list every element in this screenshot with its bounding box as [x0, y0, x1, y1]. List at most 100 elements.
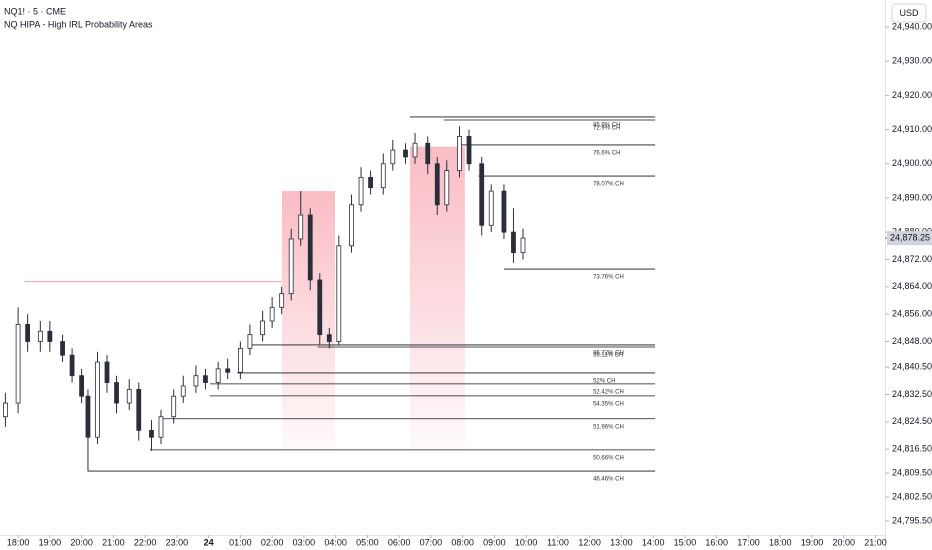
last-price-label: 24,878.25	[890, 232, 930, 242]
y-tick-label: 24,890.00	[892, 192, 932, 202]
level-label: 52% CH	[593, 379, 615, 385]
candle-body	[488, 190, 494, 226]
candle-body	[136, 388, 142, 431]
currency[interactable]: USD	[899, 8, 919, 18]
x-tick-label: 10:00	[515, 537, 538, 547]
y-tick-label: 24,840.50	[892, 362, 932, 372]
y-tick-label: 24,816.50	[892, 444, 932, 454]
candle-body	[326, 334, 332, 342]
level-label: 85.9% CH	[593, 122, 620, 128]
candle-body	[215, 368, 221, 383]
candle-body	[380, 163, 386, 189]
candle-body	[368, 177, 373, 189]
candle-body	[260, 320, 266, 336]
candle-body	[158, 416, 164, 438]
candle-body	[336, 245, 342, 342]
candle-body	[180, 385, 186, 397]
candle-body	[247, 334, 253, 349]
candle-body	[15, 324, 21, 404]
y-tick-label: 24,802.50	[892, 491, 932, 501]
x-tick-label: 01:00	[229, 537, 252, 547]
level-label: 86.72% CH	[593, 351, 624, 357]
candle-body	[307, 214, 313, 281]
x-tick-label: 18:00	[769, 537, 792, 547]
candle-body	[457, 135, 462, 171]
candle-body	[425, 142, 431, 165]
level-label: 73.76% CH	[593, 275, 624, 281]
level-label: 78.07% CH	[593, 182, 624, 188]
candle-body	[279, 293, 285, 308]
candle-body	[237, 347, 243, 373]
y-tick-label: 24,856.00	[892, 309, 932, 319]
candle-body	[511, 231, 516, 254]
currency-button[interactable]	[891, 3, 927, 23]
candle-body	[412, 142, 418, 158]
y-tick-label: 24,864.00	[892, 281, 932, 291]
y-tick-label: 24,809.50	[892, 467, 932, 477]
candle-body	[193, 375, 199, 387]
x-tick-label: 03:00	[293, 537, 316, 547]
x-tick-label: 13:00	[610, 537, 633, 547]
candle-body	[390, 149, 396, 165]
x-tick-label: 19:00	[39, 537, 62, 547]
candle-body	[69, 354, 75, 377]
candle-body	[2, 402, 8, 418]
x-tick-label: 09:00	[483, 537, 506, 547]
x-tick-label: 17:00	[737, 537, 760, 547]
x-tick-label: 21:00	[102, 537, 125, 547]
candle-body	[298, 214, 304, 240]
candle-body	[114, 382, 119, 404]
candle-body	[288, 238, 294, 295]
candle-body	[444, 170, 450, 206]
indicator-title: NQ HIPA - High IRL Probability Areas	[4, 19, 153, 29]
candle-body	[104, 361, 110, 383]
level-label: 72.9% CH	[593, 126, 620, 132]
y-tick-label: 24,940.00	[892, 21, 932, 31]
candle-body	[47, 330, 53, 342]
level-label: 76.6% CH	[593, 151, 620, 157]
y-tick-label: 24,930.00	[892, 56, 932, 66]
candle-body	[434, 163, 440, 206]
x-tick-label: 19:00	[801, 537, 824, 547]
candle-body	[501, 190, 507, 233]
candle-body	[25, 324, 31, 342]
level-label: 46.46% CH	[593, 477, 624, 483]
x-tick-label: 18:00	[7, 537, 30, 547]
symbol-title: NQ1! · 5 · CME	[4, 6, 66, 16]
candle-body	[520, 237, 526, 254]
x-tick-label: 08:00	[451, 537, 474, 547]
y-tick-label: 24,795.50	[892, 515, 932, 525]
candle-body	[466, 135, 472, 165]
candle-body	[269, 306, 275, 322]
x-tick-label: 02:00	[261, 537, 284, 547]
candle-body	[203, 375, 208, 383]
x-tick-label: 23:00	[166, 537, 189, 547]
x-tick-label: 06:00	[388, 537, 411, 547]
y-tick-label: 24,900.00	[892, 158, 932, 168]
level-label: 55.11% CH	[593, 353, 623, 359]
candle-body	[349, 204, 354, 247]
x-tick-label: 04:00	[324, 537, 347, 547]
candle-body	[37, 330, 43, 342]
candle-body	[317, 279, 323, 336]
candle-body	[171, 395, 177, 418]
candle-body	[126, 388, 132, 404]
x-tick-label: 05:00	[356, 537, 379, 547]
x-tick-label: 12:00	[578, 537, 601, 547]
x-tick-label: 15:00	[674, 537, 697, 547]
y-tick-label: 24,824.50	[892, 416, 932, 426]
x-tick-label: 07:00	[420, 537, 443, 547]
candle-body	[479, 163, 485, 226]
x-tick-label: 24	[204, 537, 214, 547]
candle-body	[403, 149, 408, 158]
x-tick-label: 21:00	[864, 537, 887, 547]
candle-body	[79, 375, 85, 397]
x-tick-label: 14:00	[642, 537, 665, 547]
y-tick-label: 24,848.00	[892, 336, 932, 346]
level-label: 52.42% CH	[593, 389, 624, 395]
x-tick-label: 22:00	[134, 537, 157, 547]
y-tick-label: 24,832.50	[892, 389, 932, 399]
x-tick-label: 11:00	[547, 537, 569, 547]
